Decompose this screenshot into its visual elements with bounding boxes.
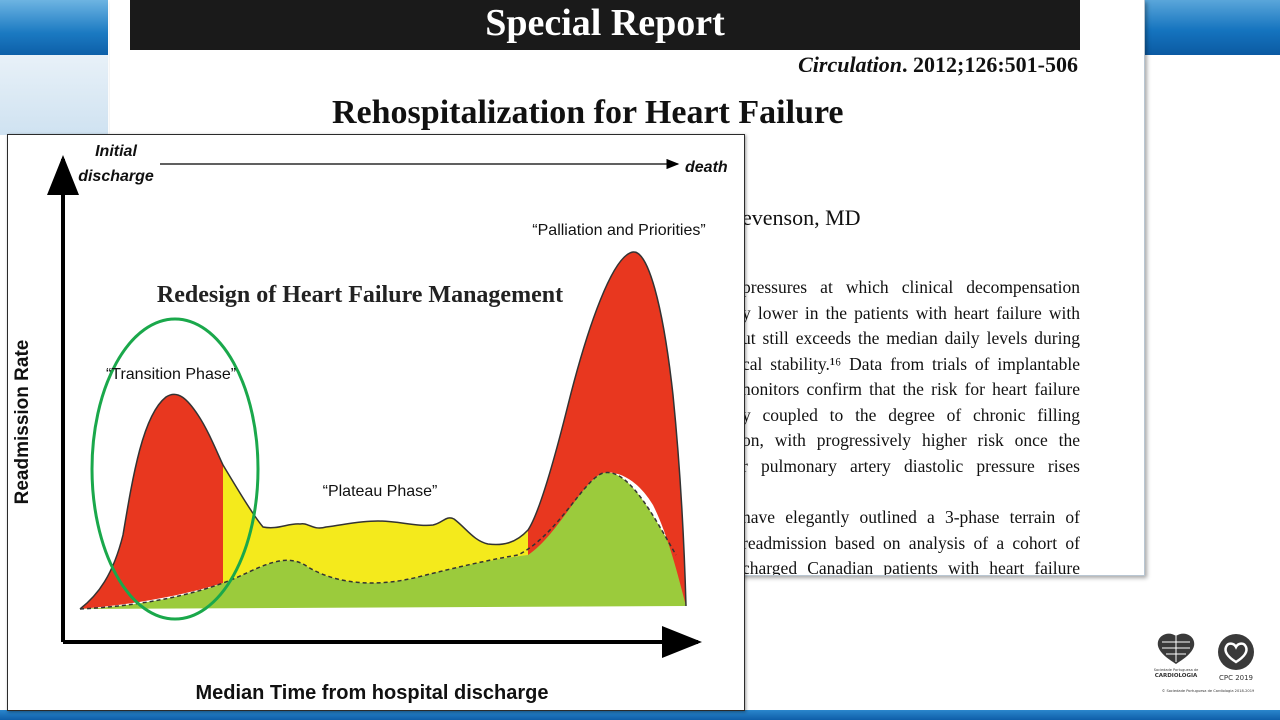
article-title: Rehospitalization for Heart Failure: [332, 94, 844, 131]
special-report-banner: Special Report: [130, 0, 1080, 50]
readmission-curve: [79, 251, 687, 610]
transition-highlight-circle: [90, 317, 260, 621]
transition-phase-label: “Transition Phase”: [106, 366, 236, 383]
logo-graphics: Sociedade Portuguesa de CARDIOLOGIA CPC …: [1154, 633, 1255, 693]
palliation-area: [528, 251, 686, 606]
body-line: readmission based on analysis of a cohor…: [742, 532, 1080, 553]
y-axis-label: Readmission Rate: [12, 340, 33, 505]
body-line: y coupled to the degree of chronic filli…: [742, 404, 1080, 425]
phase-chart: Initial discharge death Redesign of Hear…: [12, 143, 728, 704]
citation: Circulation. 2012;126:501-506: [798, 52, 1078, 78]
baseline-area: [80, 472, 686, 609]
article-body: pressures at which clinical decompensati…: [742, 275, 1080, 576]
slide-bottom-bar: [0, 710, 1280, 720]
spc-caption: Sociedade Portuguesa de: [1154, 668, 1198, 672]
body-line: pressures at which clinical decompensati…: [742, 277, 1080, 297]
top-axis-start-label-line2: discharge: [78, 168, 154, 185]
transition-area: [80, 394, 223, 609]
sponsor-logos: Sociedade Portuguesa de CARDIOLOGIA CPC …: [1148, 632, 1268, 697]
palliation-phase-label: “Palliation and Priorities”: [532, 222, 705, 239]
x-axis-label: Median Time from hospital discharge: [195, 682, 548, 704]
paragraph-gap: [742, 479, 1080, 505]
chart-title: Redesign of Heart Failure Management: [157, 282, 563, 308]
slide-background-panel: [0, 55, 108, 135]
logos-footer: © Sociedade Portuguesa de Cardiologia 20…: [1162, 689, 1255, 693]
citation-journal: Circulation: [798, 52, 903, 77]
heart-failure-figure: Initial discharge death Redesign of Hear…: [7, 134, 745, 711]
cpc-heart-icon: [1218, 634, 1254, 670]
top-axis-end-label: death: [685, 159, 728, 176]
plateau-phase-label: “Plateau Phase”: [323, 483, 438, 500]
citation-reference: . 2012;126:501-506: [902, 52, 1078, 77]
slide-background-band: [0, 0, 108, 55]
spc-name: CARDIOLOGIA: [1155, 673, 1198, 679]
plateau-area: [223, 465, 528, 583]
body-line: nonitors confirm that the risk for heart…: [742, 379, 1080, 399]
slide-background-band-right: [1144, 0, 1280, 55]
spc-heart-icon: [1157, 633, 1195, 664]
body-line: have elegantly outlined a 3-phase terrai…: [742, 507, 1080, 527]
body-line: ut still exceeds the median daily levels…: [742, 328, 1080, 348]
top-axis-start-label-line1: Initial: [95, 143, 137, 160]
author-line: evenson, MD: [742, 205, 861, 230]
body-line: cal stability.¹⁶ Data from trials of imp…: [742, 353, 1080, 374]
body-line: charged Canadian patients with heart fai…: [742, 558, 1080, 576]
body-line: y lower in the patients with heart failu…: [742, 302, 1080, 323]
cpc-name: CPC 2019: [1219, 674, 1253, 682]
body-line: on, with progressively higher risk once …: [742, 430, 1080, 450]
body-line: r pulmonary artery diastolic pressure ri…: [742, 455, 1080, 476]
